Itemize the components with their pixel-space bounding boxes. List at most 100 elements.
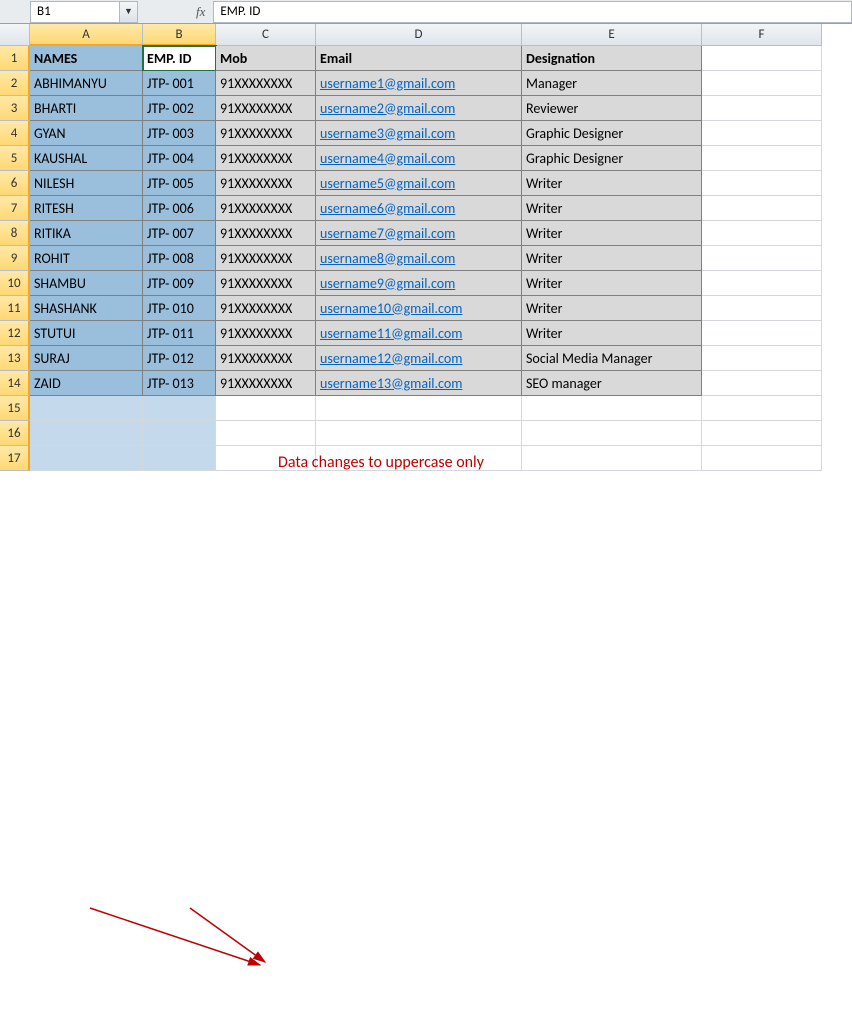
cell-D1[interactable]: Email xyxy=(316,46,522,71)
row-header-6[interactable]: 6 xyxy=(0,171,30,196)
cell-B3[interactable]: JTP- 002 xyxy=(143,96,216,121)
cell-B5[interactable]: JTP- 004 xyxy=(143,146,216,171)
cell-A5[interactable]: KAUSHAL xyxy=(30,146,143,171)
cell-F8[interactable] xyxy=(702,221,822,246)
row-header-2[interactable]: 2 xyxy=(0,71,30,96)
cell-A15[interactable] xyxy=(30,396,143,421)
cell-F3[interactable] xyxy=(702,96,822,121)
cell-C13[interactable]: 91XXXXXXXX xyxy=(216,346,316,371)
cell-D13[interactable]: username12@gmail.com xyxy=(316,346,522,371)
cell-D8[interactable]: username7@gmail.com xyxy=(316,221,522,246)
cell-F13[interactable] xyxy=(702,346,822,371)
cell-F4[interactable] xyxy=(702,121,822,146)
cell-F9[interactable] xyxy=(702,246,822,271)
cell-A7[interactable]: RITESH xyxy=(30,196,143,221)
cell-F1[interactable] xyxy=(702,46,822,71)
cell-D7[interactable]: username6@gmail.com xyxy=(316,196,522,221)
row-header-8[interactable]: 8 xyxy=(0,221,30,246)
name-box-dropdown[interactable]: ▼ xyxy=(120,1,138,23)
cell-B16[interactable] xyxy=(143,421,216,446)
cell-A12[interactable]: STUTUI xyxy=(30,321,143,346)
column-header-B[interactable]: B xyxy=(143,24,216,46)
cell-F15[interactable] xyxy=(702,396,822,421)
row-header-14[interactable]: 14 xyxy=(0,371,30,396)
cell-D16[interactable] xyxy=(316,421,522,446)
cell-C8[interactable]: 91XXXXXXXX xyxy=(216,221,316,246)
cell-C6[interactable]: 91XXXXXXXX xyxy=(216,171,316,196)
cell-D5[interactable]: username4@gmail.com xyxy=(316,146,522,171)
column-header-A[interactable]: A xyxy=(30,24,143,46)
cell-A4[interactable]: GYAN xyxy=(30,121,143,146)
row-header-16[interactable]: 16 xyxy=(0,421,30,446)
cell-E10[interactable]: Writer xyxy=(522,271,702,296)
row-header-5[interactable]: 5 xyxy=(0,146,30,171)
cell-D2[interactable]: username1@gmail.com xyxy=(316,71,522,96)
cell-E1[interactable]: Designation xyxy=(522,46,702,71)
row-header-12[interactable]: 12 xyxy=(0,321,30,346)
cell-D12[interactable]: username11@gmail.com xyxy=(316,321,522,346)
cell-C4[interactable]: 91XXXXXXXX xyxy=(216,121,316,146)
cell-E17[interactable] xyxy=(522,446,702,471)
cell-E2[interactable]: Manager xyxy=(522,71,702,96)
cell-C2[interactable]: 91XXXXXXXX xyxy=(216,71,316,96)
cell-E9[interactable]: Writer xyxy=(522,246,702,271)
name-box[interactable]: B1 xyxy=(30,1,120,23)
cell-D3[interactable]: username2@gmail.com xyxy=(316,96,522,121)
cell-E11[interactable]: Writer xyxy=(522,296,702,321)
cell-A17[interactable] xyxy=(30,446,143,471)
cell-B6[interactable]: JTP- 005 xyxy=(143,171,216,196)
cell-E14[interactable]: SEO manager xyxy=(522,371,702,396)
cell-E5[interactable]: Graphic Designer xyxy=(522,146,702,171)
cell-C15[interactable] xyxy=(216,396,316,421)
cell-D4[interactable]: username3@gmail.com xyxy=(316,121,522,146)
cell-F14[interactable] xyxy=(702,371,822,396)
cell-E4[interactable]: Graphic Designer xyxy=(522,121,702,146)
cell-E13[interactable]: Social Media Manager xyxy=(522,346,702,371)
cell-C7[interactable]: 91XXXXXXXX xyxy=(216,196,316,221)
row-header-11[interactable]: 11 xyxy=(0,296,30,321)
cell-D6[interactable]: username5@gmail.com xyxy=(316,171,522,196)
cell-E16[interactable] xyxy=(522,421,702,446)
cell-E12[interactable]: Writer xyxy=(522,321,702,346)
cell-C9[interactable]: 91XXXXXXXX xyxy=(216,246,316,271)
cell-B14[interactable]: JTP- 013 xyxy=(143,371,216,396)
cell-E7[interactable]: Writer xyxy=(522,196,702,221)
row-header-1[interactable]: 1 xyxy=(0,46,30,71)
row-header-13[interactable]: 13 xyxy=(0,346,30,371)
cell-A2[interactable]: ABHIMANYU xyxy=(30,71,143,96)
cell-E8[interactable]: Writer xyxy=(522,221,702,246)
cell-D9[interactable]: username8@gmail.com xyxy=(316,246,522,271)
row-header-4[interactable]: 4 xyxy=(0,121,30,146)
cell-A13[interactable]: SURAJ xyxy=(30,346,143,371)
cell-B15[interactable] xyxy=(143,396,216,421)
cell-B10[interactable]: JTP- 009 xyxy=(143,271,216,296)
cell-B17[interactable] xyxy=(143,446,216,471)
cell-A16[interactable] xyxy=(30,421,143,446)
row-header-17[interactable]: 17 xyxy=(0,446,30,471)
cell-A1[interactable]: NAMES xyxy=(30,46,143,71)
cell-E3[interactable]: Reviewer xyxy=(522,96,702,121)
cell-C3[interactable]: 91XXXXXXXX xyxy=(216,96,316,121)
cell-C10[interactable]: 91XXXXXXXX xyxy=(216,271,316,296)
cell-A6[interactable]: NILESH xyxy=(30,171,143,196)
cell-C16[interactable] xyxy=(216,421,316,446)
cell-C1[interactable]: Mob xyxy=(216,46,316,71)
cell-F2[interactable] xyxy=(702,71,822,96)
cell-A8[interactable]: RITIKA xyxy=(30,221,143,246)
cell-D14[interactable]: username13@gmail.com xyxy=(316,371,522,396)
cell-D15[interactable] xyxy=(316,396,522,421)
fx-icon[interactable]: fx xyxy=(188,1,214,23)
cell-B2[interactable]: JTP- 001 xyxy=(143,71,216,96)
cell-F12[interactable] xyxy=(702,321,822,346)
column-header-C[interactable]: C xyxy=(216,24,316,46)
cell-B8[interactable]: JTP- 007 xyxy=(143,221,216,246)
cell-C12[interactable]: 91XXXXXXXX xyxy=(216,321,316,346)
cell-D10[interactable]: username9@gmail.com xyxy=(316,271,522,296)
select-all-corner[interactable] xyxy=(0,24,30,46)
cell-B1[interactable]: EMP. ID xyxy=(143,46,216,71)
row-header-7[interactable]: 7 xyxy=(0,196,30,221)
row-header-3[interactable]: 3 xyxy=(0,96,30,121)
cell-F10[interactable] xyxy=(702,271,822,296)
column-header-D[interactable]: D xyxy=(316,24,522,46)
cell-B11[interactable]: JTP- 010 xyxy=(143,296,216,321)
